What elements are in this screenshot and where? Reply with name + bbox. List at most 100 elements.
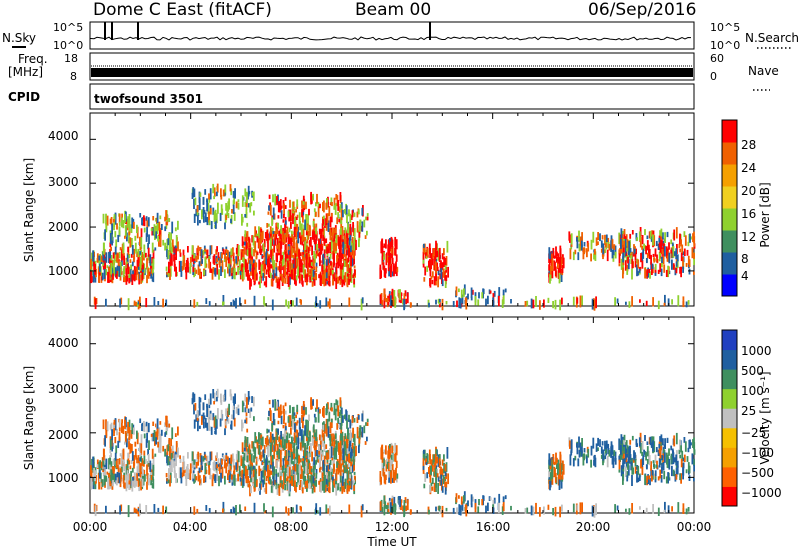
echo-cell (655, 240, 658, 247)
echo-cell (167, 444, 170, 452)
echo-cell (245, 212, 248, 219)
echo-cell (181, 266, 184, 271)
echo-cell (434, 462, 436, 470)
echo-cell (230, 218, 232, 224)
echo-cell (110, 255, 113, 261)
echo-cell (422, 457, 425, 466)
echo-cell (168, 232, 171, 240)
echo-cell (103, 475, 106, 486)
echo-cell (245, 417, 248, 424)
echo-cell (648, 268, 651, 273)
echo-cell (614, 451, 617, 462)
echo-cell (203, 270, 205, 276)
echo-cell (283, 203, 285, 215)
echo-cell (659, 241, 662, 253)
echo-cell (353, 212, 356, 217)
echo-cell (207, 408, 210, 420)
echo-cell (244, 506, 247, 511)
echo-cell (262, 273, 265, 281)
echo-cell (128, 436, 131, 441)
echo-cell (117, 261, 120, 270)
echo-cell (602, 449, 605, 461)
echo-cell (171, 254, 173, 266)
echo-cell (590, 445, 593, 456)
echo-cell (608, 243, 611, 251)
echo-cell (284, 471, 286, 484)
echo-cell (593, 299, 596, 311)
echo-cell (396, 473, 399, 479)
echo-cell (572, 296, 575, 306)
echo-cell (165, 473, 168, 478)
echo-cell (492, 504, 494, 508)
echo-cell (605, 440, 608, 449)
echo-cell (295, 297, 298, 307)
echo-cell (422, 244, 425, 252)
echo-cell (170, 232, 172, 241)
echo-cell (303, 463, 306, 474)
echo-cell (133, 482, 136, 488)
echo-cell (280, 225, 282, 234)
echo-cell (139, 256, 142, 265)
echo-cell (313, 442, 316, 447)
echo-cell (675, 264, 678, 271)
echo-cell (318, 228, 321, 235)
echo-cell (667, 298, 670, 307)
echo-cell (227, 212, 230, 219)
echo-cell (199, 192, 202, 197)
echo-cell (123, 459, 125, 463)
echo-cell (211, 475, 214, 487)
echo-cell (147, 242, 149, 250)
echo-cell (212, 267, 215, 273)
echo-cell (332, 476, 334, 481)
echo-cell (204, 248, 207, 252)
echo-cell (444, 276, 447, 288)
echo-cell (205, 298, 208, 304)
echo-cell (383, 252, 385, 261)
echo-cell (275, 234, 278, 240)
echo-cell (626, 453, 628, 458)
echo-cell (631, 296, 633, 307)
echo-cell (300, 259, 303, 265)
echo-cell (329, 268, 332, 276)
echo-cell (325, 444, 328, 449)
echo-cell (99, 478, 101, 482)
echo-cell (659, 459, 661, 463)
echo-cell (392, 503, 395, 513)
echo-cell (153, 430, 156, 441)
echo-cell (631, 475, 633, 486)
echo-cell (641, 441, 644, 451)
echo-cell (112, 252, 115, 259)
echo-cell (465, 297, 468, 310)
echo-cell (193, 393, 196, 403)
echo-cell (256, 457, 259, 462)
echo-cell (241, 263, 244, 271)
echo-cell (199, 397, 202, 403)
echo-cell (261, 470, 264, 478)
echo-cell (290, 443, 292, 448)
echo-cell (185, 266, 187, 273)
echo-cell (164, 422, 166, 427)
echo-cell (316, 303, 319, 307)
echo-cell (437, 276, 439, 288)
echo-cell (343, 453, 346, 464)
echo-cell (328, 463, 331, 470)
echo-cell (452, 507, 455, 514)
echo-cell (220, 409, 223, 420)
echo-cell (345, 410, 348, 421)
echo-cell (292, 259, 295, 270)
echo-cell (235, 406, 238, 414)
echo-cell (426, 472, 429, 479)
echo-cell (187, 261, 189, 273)
echo-cell (225, 455, 228, 460)
echo-cell (634, 260, 637, 268)
echo-cell (307, 436, 310, 446)
echo-cell (295, 414, 297, 419)
echo-cell (209, 261, 212, 273)
echo-cell (693, 462, 695, 472)
echo-cell (361, 221, 364, 232)
echo-cell (336, 255, 338, 262)
echo-cell (604, 440, 606, 452)
echo-cell (430, 276, 433, 280)
echo-cell (658, 251, 661, 262)
echo-cell (272, 263, 274, 273)
